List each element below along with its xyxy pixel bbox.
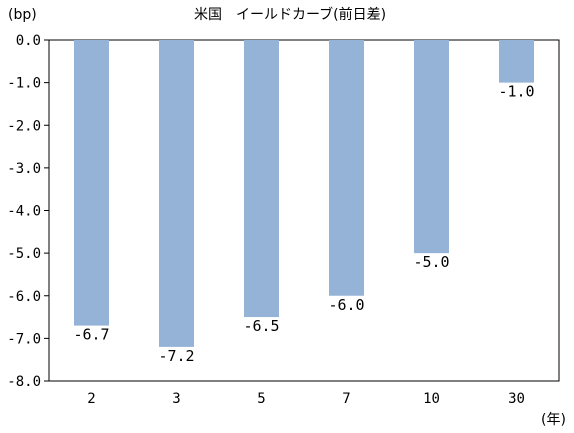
y-tick-label: 0.0	[16, 33, 41, 49]
y-tick-label: -6.0	[7, 289, 41, 305]
bars	[74, 40, 534, 347]
y-tick-label: -1.0	[7, 76, 41, 92]
data-label: -5.0	[413, 253, 449, 271]
y-tick-label: -5.0	[7, 246, 41, 262]
y-tick-label: -3.0	[7, 161, 41, 177]
x-tick-label: 3	[172, 391, 180, 407]
data-label: -6.0	[328, 296, 364, 314]
x-unit-label: (年)	[541, 412, 566, 428]
x-tick-label: 7	[342, 391, 350, 407]
bar-7	[329, 40, 364, 296]
y-tick-label: -8.0	[7, 374, 41, 390]
y-tick-label: -4.0	[7, 204, 41, 220]
bar-30	[499, 40, 534, 83]
data-label: -6.5	[243, 317, 279, 335]
x-tick-label: 10	[423, 391, 440, 407]
x-tick-label: 5	[257, 391, 265, 407]
y-axis: 0.0 -1.0 -2.0 -3.0 -4.0 -5.0 -6.0 -7.0 -8.0	[7, 33, 49, 390]
data-label: -1.0	[498, 83, 534, 101]
bar-10	[414, 40, 449, 254]
data-label: -7.2	[158, 347, 194, 365]
x-axis: 2 3 5 7 10 30	[87, 391, 525, 407]
bar-3	[159, 40, 194, 347]
bar-5	[244, 40, 279, 318]
data-labels: -6.7 -7.2 -6.5 -6.0 -5.0 -1.0	[73, 83, 534, 365]
bar-2	[74, 40, 109, 326]
data-label: -6.7	[73, 326, 109, 344]
y-unit-label: (bp)	[8, 7, 37, 23]
y-tick-label: -7.0	[7, 331, 41, 347]
x-tick-label: 30	[508, 391, 525, 407]
y-tick-label: -2.0	[7, 118, 41, 134]
x-tick-label: 2	[87, 391, 95, 407]
chart-title: 米国 イールドカーブ(前日差)	[194, 6, 386, 23]
plot-area-frame	[48, 39, 560, 382]
